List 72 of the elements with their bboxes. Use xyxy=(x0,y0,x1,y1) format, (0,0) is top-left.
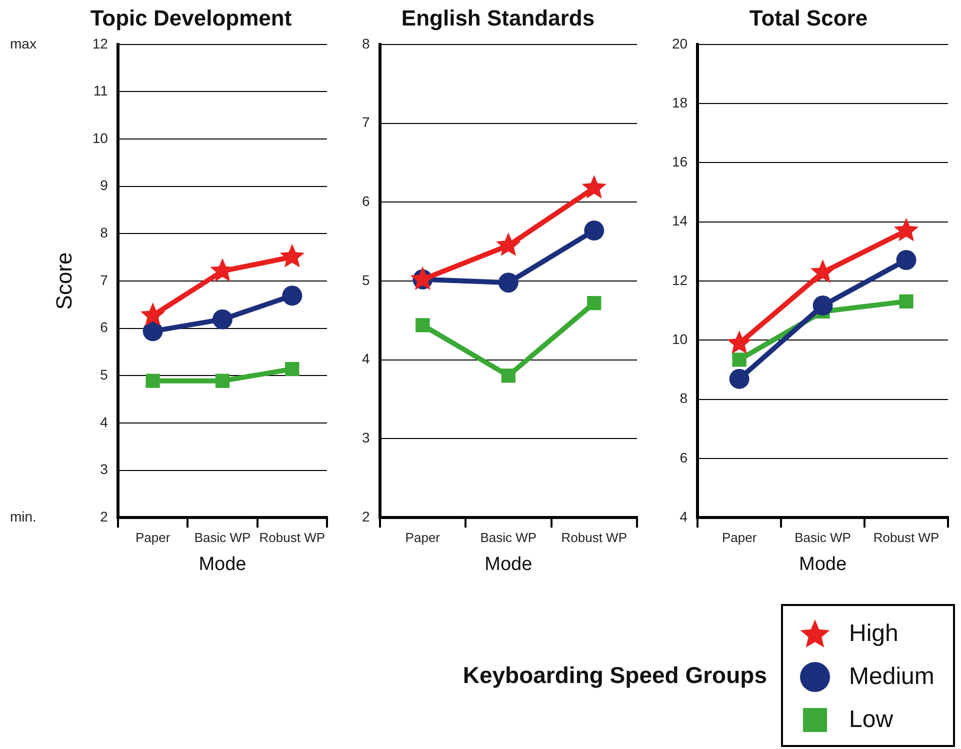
y-tick-label: 4 xyxy=(362,350,370,367)
y-tick-label: 12 xyxy=(672,272,688,288)
y-tick-label: 3 xyxy=(100,461,108,478)
legend-label: Low xyxy=(849,706,894,734)
x-tick-label: Robust WP xyxy=(873,530,940,545)
y-tick-label: 9 xyxy=(100,177,108,194)
y-tick-label: 2 xyxy=(100,508,108,524)
point xyxy=(285,362,300,376)
x-tick-label: Robust WP xyxy=(561,530,628,545)
point xyxy=(212,309,232,330)
point xyxy=(416,318,430,332)
point xyxy=(726,330,752,354)
x-tick-label: Paper xyxy=(405,530,441,545)
point xyxy=(584,220,604,241)
x-axis-title: Mode xyxy=(799,554,847,575)
x-tick-label: Basic WP xyxy=(194,530,251,545)
y-tick-label: 6 xyxy=(100,319,108,336)
point xyxy=(282,286,302,306)
point xyxy=(501,368,516,383)
point xyxy=(810,259,836,283)
x-axis-title: Mode xyxy=(484,554,532,575)
y-tick-label: 7 xyxy=(362,114,370,130)
point xyxy=(894,218,919,242)
point xyxy=(142,321,163,342)
y-axis-title: Score xyxy=(51,252,76,310)
x-tick-label: Paper xyxy=(135,530,171,545)
chart-title: Topic Development xyxy=(90,5,292,30)
x-axis-title: Mode xyxy=(198,554,246,575)
y-tick-label: 11 xyxy=(93,82,108,99)
y-tick-label: 10 xyxy=(672,331,688,348)
point xyxy=(899,294,914,308)
y-tick-label: 6 xyxy=(362,192,370,209)
y-tick-label: 6 xyxy=(680,449,688,466)
point xyxy=(280,244,305,268)
text: min. xyxy=(10,508,36,524)
point xyxy=(729,368,750,389)
legend-label: Medium xyxy=(849,662,934,690)
y-tick-label: 20 xyxy=(672,35,688,52)
point xyxy=(582,174,606,198)
y-tick-label: 8 xyxy=(362,35,370,52)
chart-title: Total Score xyxy=(749,5,868,30)
point xyxy=(140,302,166,326)
y-tick-label: 8 xyxy=(100,224,108,241)
x-tick-label: Basic WP xyxy=(480,530,537,545)
x-tick-label: Robust WP xyxy=(259,530,326,545)
y-tick-label: 16 xyxy=(672,154,688,170)
point xyxy=(496,232,521,256)
point xyxy=(146,374,160,388)
y-tick-label: 4 xyxy=(680,508,688,524)
point xyxy=(812,296,833,316)
point xyxy=(215,374,230,388)
x-tick-label: Basic WP xyxy=(794,530,851,545)
point xyxy=(732,352,746,367)
point xyxy=(587,296,602,310)
y-tick-label: 7 xyxy=(100,272,108,288)
y-tick-label: 4 xyxy=(100,414,108,430)
text: max xyxy=(10,35,36,52)
y-tick-label: 18 xyxy=(672,94,688,110)
point xyxy=(896,250,916,270)
y-tick-label: 8 xyxy=(680,390,688,406)
y-tick-label: 3 xyxy=(362,430,370,446)
legend-label: High xyxy=(849,620,898,648)
y-tick-label: 5 xyxy=(100,366,108,382)
x-tick-label: Paper xyxy=(722,530,758,545)
legend-title: Keyboarding Speed Groups xyxy=(462,662,767,689)
y-tick-label: 14 xyxy=(672,212,688,229)
y-tick-label: 5 xyxy=(362,272,370,288)
point xyxy=(498,272,518,293)
chart-title: English Standards xyxy=(401,5,595,30)
y-tick-label: 2 xyxy=(362,508,370,524)
y-tick-label: 10 xyxy=(92,130,108,146)
y-tick-label: 12 xyxy=(92,35,108,52)
